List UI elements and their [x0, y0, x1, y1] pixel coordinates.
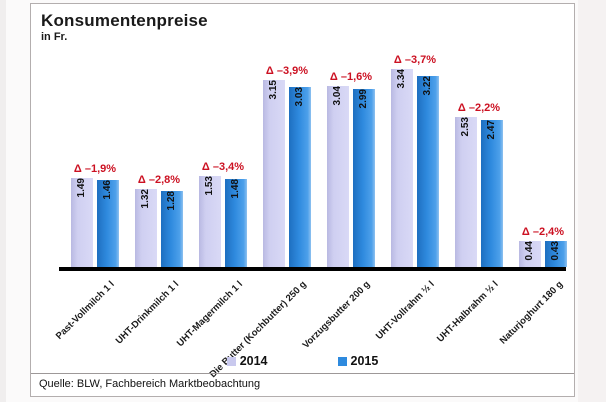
left-margin	[0, 0, 6, 402]
bar-2014: 1.49	[71, 178, 93, 267]
bar-2015: 0.43	[545, 241, 567, 267]
bar-group: Δ –2,8% 1.32 1.28 UHT-Drinkmilch 1 l	[113, 174, 183, 347]
bar-2015: 1.46	[97, 180, 119, 267]
bar-2014: 1.53	[199, 176, 221, 267]
bar-pair: 2.53 2.47	[455, 117, 503, 267]
chart-title: Konsumentenpreise	[41, 11, 208, 30]
bar-2015: 2.47	[481, 120, 503, 267]
bar-pair: 3.15 3.03	[263, 80, 311, 267]
chart-panel: Konsumentenpreise in Fr. Δ –1,9% 1.49 1.46…	[30, 3, 575, 397]
bar-value-label: 2.47	[486, 120, 497, 140]
legend-item-2014: 2014	[226, 354, 268, 368]
legend-item-2015: 2015	[337, 354, 379, 368]
bar-2015: 1.28	[161, 191, 183, 267]
legend-swatch-icon	[337, 356, 347, 366]
bar-pair: 3.34 3.22	[391, 69, 439, 267]
bar-value-label: 3.03	[294, 87, 305, 107]
category-label: UHT-Drinkmilch 1 l	[113, 279, 181, 347]
category-label: UHT-Halbrahm ½ l	[435, 279, 501, 345]
bar-value-label: 2.99	[358, 89, 369, 109]
category-label: Past-Vollmilch 1 l	[53, 279, 117, 342]
bar-2014: 1.32	[135, 189, 157, 267]
bar-2014: 3.34	[391, 69, 413, 267]
bar-2014: 0.44	[519, 241, 541, 267]
delta-label: Δ –3,7%	[393, 54, 437, 66]
legend-label: 2014	[239, 354, 268, 368]
bar-group: Δ –1,6% 3.04 2.99 Vorzugsbutter 200 g	[301, 71, 375, 351]
bar-group: Δ –3,9% 3.15 3.03 Die Butter (Kochbutter) 2…	[208, 65, 311, 380]
x-axis-line	[59, 267, 566, 271]
bar-2015: 1.48	[225, 179, 247, 267]
bar-group: Δ –3,7% 3.34 3.22 UHT-Vollrahm ½ l	[374, 54, 439, 342]
bar-value-label: 0.44	[524, 241, 535, 261]
bar-value-label: 1.46	[102, 180, 113, 200]
delta-label: Δ –2,2%	[457, 102, 501, 114]
category-label: UHT-Magermilch 1 l	[174, 279, 245, 350]
bar-value-label: 3.34	[396, 69, 407, 89]
bar-group: Δ –2,4% 0.44 0.43 Naturjoghurt 180 g	[497, 226, 567, 346]
bar-pair: 1.53 1.48	[199, 176, 247, 267]
delta-label: Δ –2,8%	[137, 174, 181, 186]
bar-2015: 3.03	[289, 87, 311, 267]
bar-pair: 1.49 1.46	[71, 178, 119, 267]
bar-value-label: 1.32	[140, 189, 151, 209]
category-label: Vorzugsbutter 200 g	[300, 279, 373, 351]
bar-value-label: 1.28	[166, 191, 177, 211]
bar-2015: 2.99	[353, 89, 375, 267]
legend-label: 2015	[350, 354, 379, 368]
delta-label: Δ –3,4%	[201, 161, 245, 173]
bar-value-label: 1.49	[76, 178, 87, 198]
bar-pair: 3.04 2.99	[327, 86, 375, 267]
bar-pair: 0.44 0.43	[519, 241, 567, 267]
bar-value-label: 2.53	[460, 117, 471, 137]
bar-group: Δ –3,4% 1.53 1.48 UHT-Magermilch 1 l	[175, 161, 247, 349]
bar-2014: 3.04	[327, 86, 349, 267]
bar-value-label: 0.43	[550, 241, 561, 261]
bar-group: Δ –2,2% 2.53 2.47 UHT-Halbrahm ½ l	[435, 102, 503, 345]
source-note: Quelle: BLW, Fachbereich Marktbeobachtun…	[31, 373, 574, 396]
bar-pair: 1.32 1.28	[135, 189, 183, 267]
chart-subtitle: in Fr.	[41, 31, 68, 43]
bar-group: Δ –1,9% 1.49 1.46 Past-Vollmilch 1 l	[54, 163, 119, 342]
delta-label: Δ –1,6%	[329, 71, 373, 83]
category-label: UHT-Vollrahm ½ l	[373, 279, 437, 342]
bar-value-label: 3.04	[332, 86, 343, 106]
category-label: Naturjoghurt 180 g	[497, 279, 565, 347]
bar-value-label: 3.22	[422, 76, 433, 96]
delta-label: Δ –2,4%	[521, 226, 565, 238]
bar-2014: 3.15	[263, 80, 285, 267]
bar-value-label: 3.15	[268, 80, 279, 100]
bar-value-label: 1.53	[204, 176, 215, 196]
bar-2014: 2.53	[455, 117, 477, 267]
right-margin	[578, 0, 606, 402]
bar-2015: 3.22	[417, 76, 439, 267]
legend-swatch-icon	[226, 356, 236, 366]
delta-label: Δ –3,9%	[265, 65, 309, 77]
delta-label: Δ –1,9%	[73, 163, 117, 175]
chart-legend: 2014 2015	[31, 354, 574, 368]
bar-value-label: 1.48	[230, 179, 241, 199]
